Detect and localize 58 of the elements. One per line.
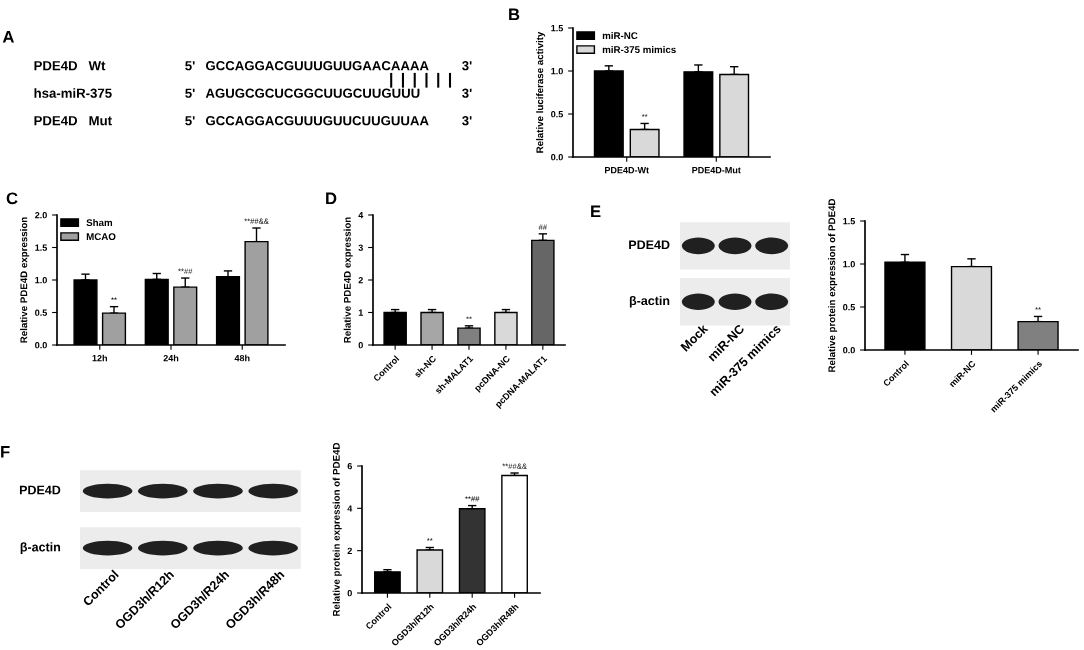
text: GCCAGGACGUUUGUUGAACAAAA <box>205 61 429 71</box>
legend-label: MCAO <box>86 233 116 241</box>
y-tick-label: 3 <box>358 244 363 251</box>
y-tick-label: 4 <box>358 212 364 219</box>
x-tick-label: PDE4D-Wt <box>605 167 649 174</box>
y-tick-label: 2 <box>358 276 363 284</box>
x-tick-label: 48h <box>234 354 250 362</box>
y-tick-label: 1 <box>358 309 364 316</box>
text: 3' <box>462 88 472 98</box>
x-tick-label: PDE4D-Mut <box>692 167 741 174</box>
y-tick-label: 1.0 <box>35 276 47 284</box>
x-tick-label: 24h <box>163 354 179 362</box>
text: PDE4D Wt <box>34 61 106 71</box>
y-tick-label: 1.5 <box>843 218 856 225</box>
y-tick-label: 2.0 <box>35 211 47 219</box>
text: hsa-miR-375 <box>34 88 112 98</box>
x-tick-label: 12h <box>92 354 107 362</box>
text: F <box>1 446 10 458</box>
text: AGUGCGCUCGGCUUGCUUGUUU <box>205 88 420 98</box>
y-tick-label: 6 <box>347 462 352 470</box>
y-tick-label: 1.5 <box>35 244 48 251</box>
text: PDE4D <box>629 240 670 250</box>
text: A <box>2 31 14 43</box>
text: 5' <box>185 61 195 71</box>
text: PDE4D <box>19 485 61 495</box>
y-axis-title: Relative PDE4D expression <box>20 217 30 343</box>
y-tick-label: 0.5 <box>35 309 48 316</box>
chart-title: D <box>326 192 337 205</box>
text: E <box>591 205 601 218</box>
y-tick-label: 1.0 <box>843 260 855 268</box>
y-tick-label: 0 <box>347 589 352 597</box>
text: β-actin <box>629 295 670 308</box>
text: 5' <box>185 88 195 98</box>
text: β-actin <box>20 542 61 554</box>
legend-label: miR-375 mimics <box>602 45 676 54</box>
legend-label: Sham <box>86 218 113 227</box>
y-tick-label: 1.0 <box>551 67 563 75</box>
y-tick-label: 0.0 <box>843 346 855 354</box>
y-tick-label: 0.0 <box>35 341 47 349</box>
y-tick-label: 4 <box>347 505 353 512</box>
text: 3' <box>462 61 472 71</box>
y-tick-label: 0.5 <box>551 110 564 118</box>
y-axis-title: Relative luciferase activity <box>536 31 546 153</box>
legend-label: miR-NC <box>602 31 638 40</box>
text: PDE4D Mut <box>34 116 112 126</box>
chart-title: B <box>509 8 520 21</box>
y-tick-label: 0.5 <box>843 303 856 311</box>
y-tick-label: 0.0 <box>551 153 563 161</box>
text: 3' <box>462 116 472 126</box>
y-tick-label: 2 <box>347 547 352 554</box>
y-axis-title: Relative protein expression of PDE4D <box>828 198 838 372</box>
text: GCCAGGACGUUUGUUCUUGUUAA <box>205 116 429 126</box>
y-axis-title: Relative protein expression of PDE4D <box>332 442 342 616</box>
y-axis-title: Relative PDE4D expression <box>343 217 353 343</box>
chart-title: C <box>6 192 18 205</box>
y-tick-label: 0 <box>358 341 363 349</box>
y-tick-label: 1.5 <box>551 25 564 32</box>
text: 5' <box>185 116 195 126</box>
